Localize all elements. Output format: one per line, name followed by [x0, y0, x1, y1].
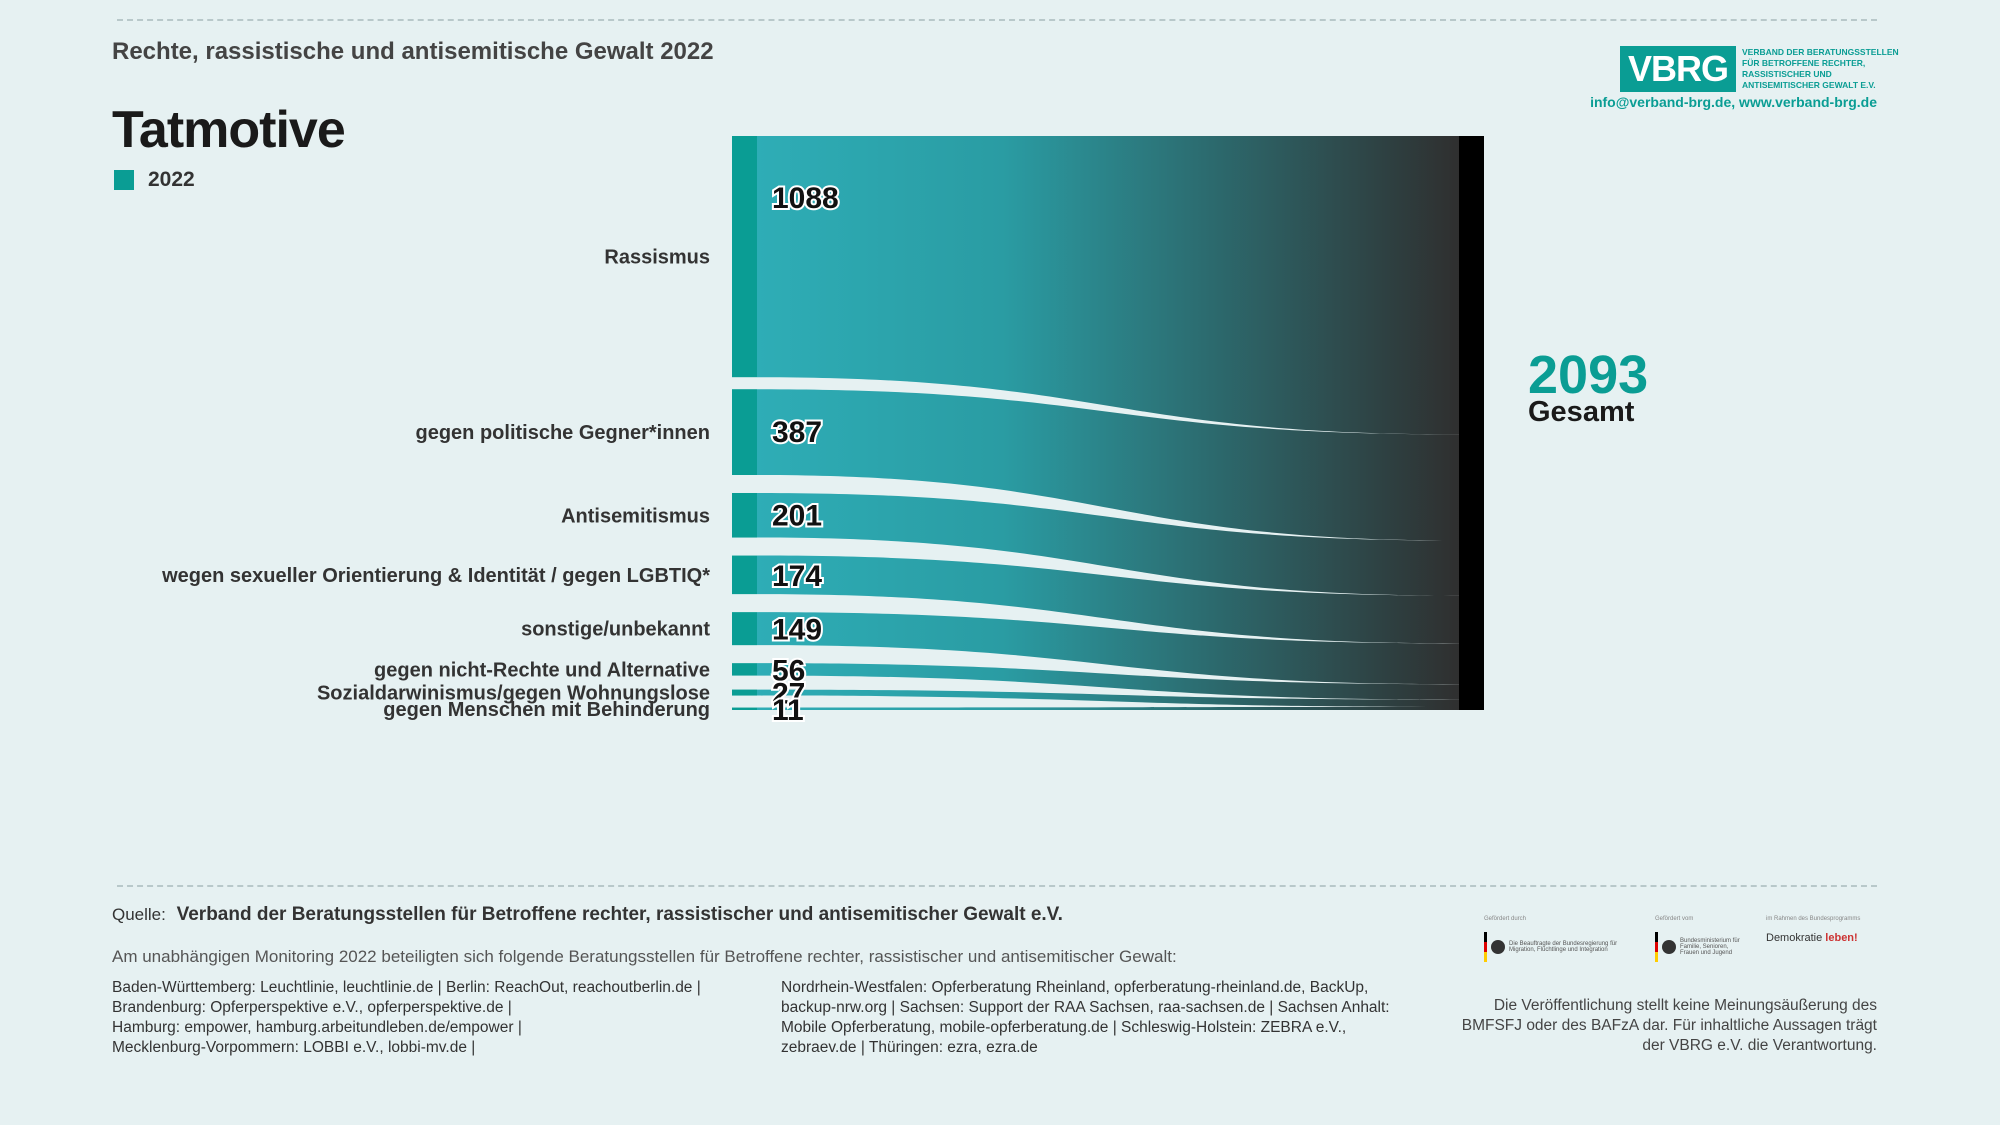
category-node: [732, 612, 757, 646]
german-flag-icon: [1484, 932, 1487, 962]
category-node: [732, 492, 757, 538]
disclaimer: Die Veröffentlichung stellt keine Meinun…: [1461, 997, 1877, 1054]
value-label: 56: [772, 654, 805, 687]
bottom-divider: [117, 885, 1877, 887]
federal-eagle-icon: [1662, 940, 1676, 954]
total-label: Gesamt: [1528, 396, 1635, 428]
category-label: gegen Menschen mit Behinderung: [383, 699, 710, 721]
source-prefix: Quelle:: [112, 905, 166, 924]
category-label: Sozialdarwinismus/gegen Wohnungslose: [317, 683, 710, 705]
funder-integration: Gefördert durch Die Beauftragte der Bund…: [1484, 916, 1629, 962]
legend: 2022: [114, 168, 195, 192]
flow-ribbon: [757, 555, 1459, 644]
flow-ribbon: [757, 689, 1459, 707]
category-label: Rassismus: [604, 247, 710, 269]
category-node: [732, 689, 757, 696]
monitor-intro: Am unabhängigen Monitoring 2022 beteilig…: [112, 947, 1177, 966]
funder-logos: Gefördert durch Die Beauftragte der Bund…: [1484, 916, 1860, 962]
value-label: 27: [772, 678, 805, 711]
category-node: [732, 663, 757, 676]
category-label: sonstige/unbekannt: [521, 619, 710, 641]
flow-ribbon: [757, 492, 1459, 596]
logo-short: VBRG: [1620, 46, 1737, 92]
flow-ribbon: [757, 706, 1459, 710]
vbrg-logo: VBRG Verband der Beratungsstellen für Be…: [1620, 46, 1902, 92]
legend-label: 2022: [148, 168, 195, 191]
legend-swatch: [114, 170, 134, 190]
category-node: [732, 555, 757, 595]
flow-ribbon: [757, 663, 1459, 700]
category-label: wegen sexueller Orientierung & Identität…: [161, 565, 710, 587]
orgs-left: Baden-Württemberg: Leuchtlinie, leuchtli…: [112, 979, 701, 1056]
value-label: 149: [772, 614, 822, 647]
flow-ribbon: [757, 612, 1459, 685]
top-divider: [117, 19, 1877, 21]
flow-ribbon: [757, 389, 1459, 541]
category-label: Antisemitismus: [561, 505, 710, 527]
category-node: [732, 136, 757, 378]
page-subtitle: Rechte, rassistische und antisemitische …: [112, 38, 714, 65]
orgs-right: Nordrhein-Westfalen: Opferberatung Rhein…: [781, 979, 1390, 1056]
source-text: Verband der Beratungsstellen für Betroff…: [176, 904, 1063, 925]
flow-ribbon: [757, 136, 1459, 435]
total-node: [1459, 136, 1484, 710]
value-label: 174: [772, 560, 822, 593]
value-label: 1088: [772, 182, 839, 215]
value-label: 11: [772, 694, 804, 727]
source: Quelle: Verband der Beratungsstellen für…: [112, 904, 1063, 926]
total-value: 2093: [1528, 345, 1649, 405]
value-label: 201: [772, 499, 822, 532]
category-label: gegen politische Gegner*innen: [416, 422, 711, 444]
funder-demokratie-leben: im Rahmen des Bundesprogramms Demokratie…: [1766, 916, 1861, 944]
category-node: [732, 389, 757, 475]
logo-long: Verband der Beratungsstellen für Betroff…: [1742, 47, 1899, 90]
german-flag-icon: [1655, 932, 1658, 962]
funder-bmfsfj: Gefördert vom Bundesministerium für Fami…: [1655, 916, 1740, 962]
federal-eagle-icon: [1491, 940, 1505, 954]
value-label: 387: [772, 416, 822, 449]
category-node: [732, 707, 757, 710]
category-label: gegen nicht-Rechte und Alternative: [374, 659, 710, 681]
sankey-chart: Rassismus 1088 gegen politische Gegner*inn…: [161, 136, 1484, 729]
page-title: Tatmotive: [112, 101, 346, 159]
contact-info[interactable]: info@verband-brg.de, www.verband-brg.de: [1590, 94, 1877, 110]
